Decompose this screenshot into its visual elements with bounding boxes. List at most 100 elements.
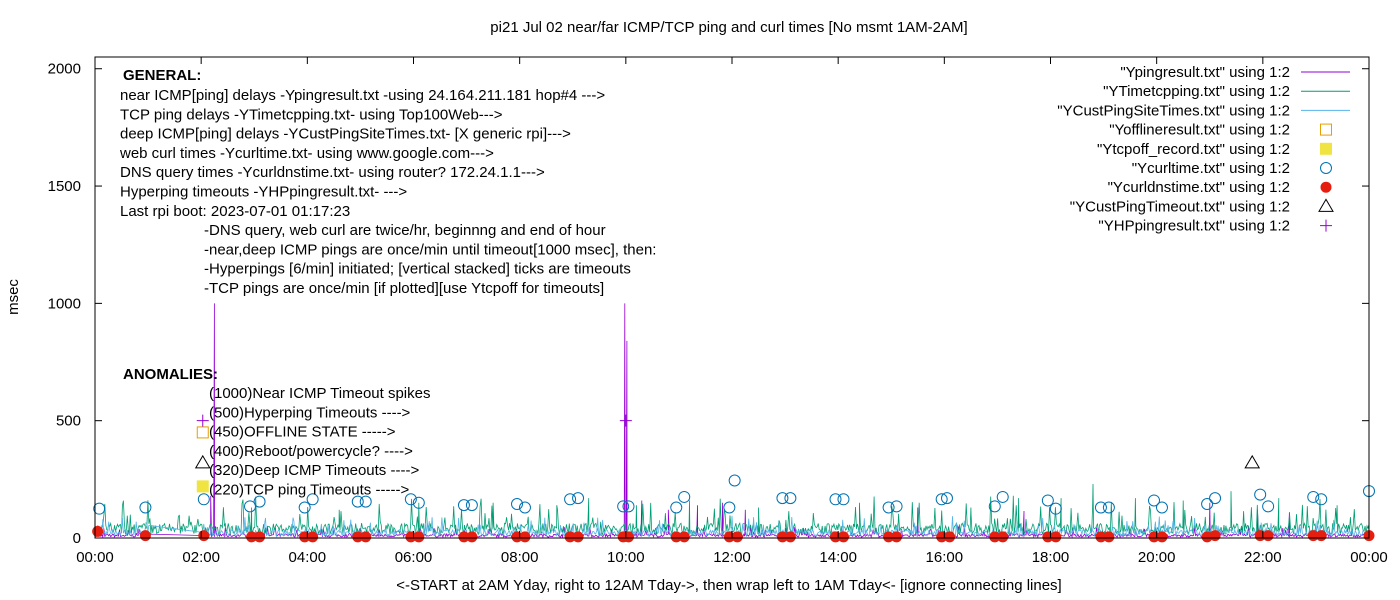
data-point-curl — [1315, 493, 1328, 506]
data-point-dns — [413, 531, 425, 543]
data-point-dns — [1156, 531, 1168, 543]
data-point-dns — [352, 531, 364, 543]
note-line: -Hyperpings [6/min] initiated; [vertical… — [204, 261, 631, 278]
axes-layer: 00:00 02:00 04:00 06:00 08:00 10:00 12:00 14:00… — [48, 56, 1388, 566]
data-point-dns — [466, 531, 478, 543]
data-point-offline — [196, 426, 209, 439]
data-point-curl — [935, 493, 948, 506]
x-axis-label: <-START at 2AM Yday, right to 12AM Tday-… — [396, 577, 1061, 594]
x-tick-label: 14:00 — [819, 549, 857, 566]
x-tick-label: 08:00 — [501, 549, 539, 566]
y-axis-label: msec — [5, 279, 22, 315]
data-point-dns — [883, 531, 895, 543]
legend-swatch-curl — [1320, 162, 1332, 174]
data-point-curl — [1041, 494, 1054, 507]
data-point-dns — [1095, 531, 1107, 543]
general-line: Hyperping timeouts -YHPpingresult.txt- -… — [120, 184, 407, 201]
data-point-dns — [678, 531, 690, 543]
data-point-curl — [784, 492, 797, 505]
data-point-curl — [776, 492, 789, 505]
note-line: -near,deep ICMP pings are once/min until… — [204, 241, 656, 258]
data-point-curl — [351, 495, 364, 508]
y-tick-label: 0 — [73, 530, 81, 547]
series-line-cust — [94, 515, 1370, 538]
x-tick-label: 12:00 — [713, 549, 751, 566]
data-point-curl — [723, 501, 736, 514]
anomalies-heading: ANOMALIES: — [123, 366, 218, 383]
legend-label-cust: "YCustPingSiteTimes.txt" using 1:2 — [1057, 102, 1290, 119]
legend: "Ypingresult.txt" using 1:2 "YTimetcpping… — [1057, 64, 1350, 235]
data-point-curl — [829, 493, 842, 506]
data-point-dns — [622, 531, 634, 543]
data-point-dns — [254, 531, 266, 543]
data-point-dns — [198, 530, 210, 542]
general-line: Last rpi boot: 2023-07-01 01:17:23 — [120, 203, 350, 220]
data-point-dns — [891, 531, 903, 543]
data-point-dns — [246, 531, 258, 543]
legend-swatch-dns — [1320, 181, 1332, 193]
data-point-dns — [776, 531, 788, 543]
data-point-dns — [360, 531, 372, 543]
legend-label-custtimeout: "YCustPingTimeout.txt" using 1:2 — [1070, 198, 1290, 215]
x-tick-label: 06:00 — [395, 549, 433, 566]
data-point-dns — [572, 531, 584, 543]
data-point-curl — [1148, 494, 1161, 507]
data-point-dns — [307, 531, 319, 543]
x-tick-label: 04:00 — [289, 549, 327, 566]
y-tick-label: 1000 — [48, 295, 81, 312]
data-point-curl — [678, 490, 691, 503]
data-point-curl — [622, 500, 635, 513]
data-point-curl — [1094, 501, 1107, 514]
data-point-curl — [837, 493, 850, 506]
data-point-dns — [837, 531, 849, 543]
legend-label-hp: "YHPpingresult.txt" using 1:2 — [1098, 218, 1290, 235]
legend-swatch-tcpoff — [1320, 142, 1332, 155]
x-tick-label: 02:00 — [182, 549, 220, 566]
data-point-curl — [306, 493, 319, 506]
data-point-dns — [1209, 530, 1221, 542]
chart-title: pi21 Jul 02 near/far ICMP/TCP ping and c… — [490, 19, 967, 36]
x-tick-label: 22:00 — [1244, 549, 1282, 566]
data-point-dns — [519, 531, 531, 543]
data-point-curl — [572, 492, 585, 505]
data-point-curl — [244, 500, 257, 513]
data-point-hp — [196, 414, 209, 427]
legend-label-tcpoff: "Ytcpoff_record.txt" using 1:2 — [1097, 141, 1290, 158]
legend-swatch-custtimeout — [1318, 198, 1334, 212]
anomaly-line: (320)Deep ICMP Timeouts ----> — [209, 462, 419, 479]
data-point-curl — [139, 501, 152, 514]
note-line: -DNS query, web curl are twice/hr, begin… — [204, 222, 606, 239]
data-point-curl — [564, 493, 577, 506]
anomaly-line: (450)OFFLINE STATE -----> — [209, 424, 396, 441]
data-point-curl — [93, 502, 106, 515]
data-point-curl — [728, 474, 741, 487]
data-point-curl — [1155, 501, 1168, 514]
data-point-curl — [882, 501, 895, 514]
general-line: TCP ping delays -YTimetcpping.txt- using… — [120, 106, 503, 123]
data-point-dns — [731, 531, 743, 543]
annotation-layer: GENERAL: near ICMP[ping] delays -Ypingres… — [119, 67, 656, 499]
note-line: -TCP pings are once/min [if plotted][use… — [204, 280, 604, 297]
data-point-curl — [670, 501, 683, 514]
y-tick-label: 2000 — [48, 61, 81, 78]
x-tick-label: 10:00 — [607, 549, 645, 566]
y-tick-label: 1500 — [48, 178, 81, 195]
data-point-curl — [1049, 502, 1062, 515]
data-point-curl — [890, 500, 903, 513]
anomaly-line: (500)Hyperping Timeouts ----> — [209, 404, 411, 421]
y-tick-label: 500 — [56, 413, 81, 430]
data-point-curl — [412, 496, 425, 509]
data-point-dns — [989, 531, 1001, 543]
data-point-curl — [1209, 492, 1222, 505]
legend-label-curl: "Ycurltime.txt" using 1:2 — [1132, 160, 1290, 177]
data-point-dns — [1103, 531, 1115, 543]
series-line-tcp — [94, 483, 1370, 537]
data-point-dns — [997, 531, 1009, 543]
anomaly-line: (220)TCP ping Timeouts -----> — [209, 482, 409, 499]
data-point-custtimeout — [194, 454, 211, 469]
data-point-dns — [139, 530, 151, 542]
x-tick-label: 20:00 — [1138, 549, 1176, 566]
data-point-curl — [197, 493, 210, 506]
data-point-dns — [670, 531, 682, 543]
